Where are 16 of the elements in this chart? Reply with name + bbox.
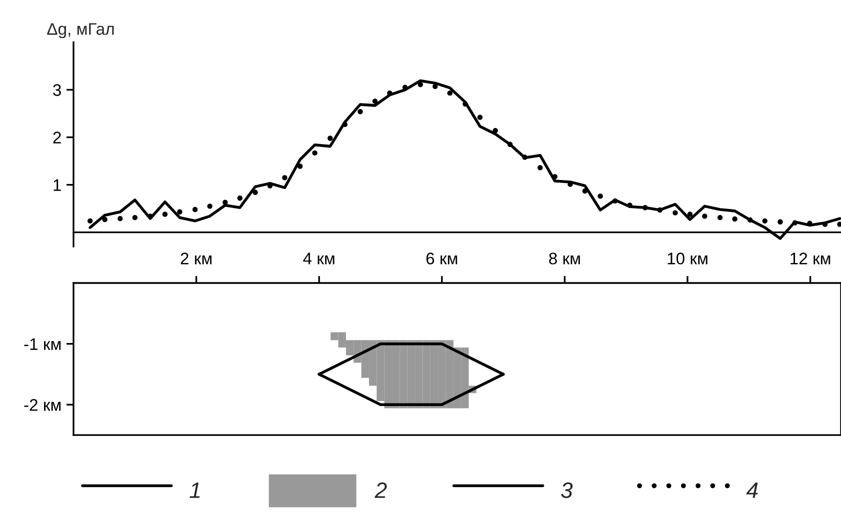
y-axis-title: Δg, мГал [47,23,114,38]
x-tick-label: 2 км [180,252,212,264]
y-tick-label: 1 [54,179,61,191]
legend-label: 2 [374,482,387,498]
y-tick-label: 3 [53,84,61,96]
x-tick-label: 8 км [549,252,580,264]
x-tick-label: 4 км [303,252,334,264]
x-tick-label: 12 км [790,252,830,264]
y-tick-label: -1 км [24,338,61,350]
legend-label: 3 [561,482,573,498]
legend-label: 4 [746,482,758,498]
x-tick-label: 10 км [668,252,708,264]
y-tick-label: -2 км [24,399,61,411]
legend-label: 1 [190,482,200,498]
y-tick-label: 2 [53,132,61,144]
x-tick-label: 6 км [426,252,458,264]
